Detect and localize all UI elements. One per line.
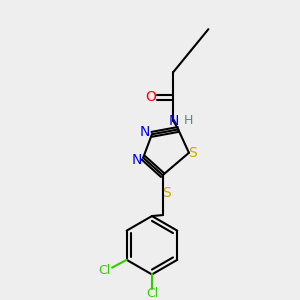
Text: Cl: Cl (146, 287, 158, 300)
Text: N: N (140, 125, 150, 140)
Text: H: H (184, 114, 194, 127)
Text: Cl: Cl (98, 264, 110, 277)
Text: N: N (131, 153, 142, 166)
Text: N: N (168, 114, 178, 128)
Text: O: O (146, 90, 156, 104)
Text: S: S (188, 146, 197, 160)
Text: S: S (162, 186, 171, 200)
